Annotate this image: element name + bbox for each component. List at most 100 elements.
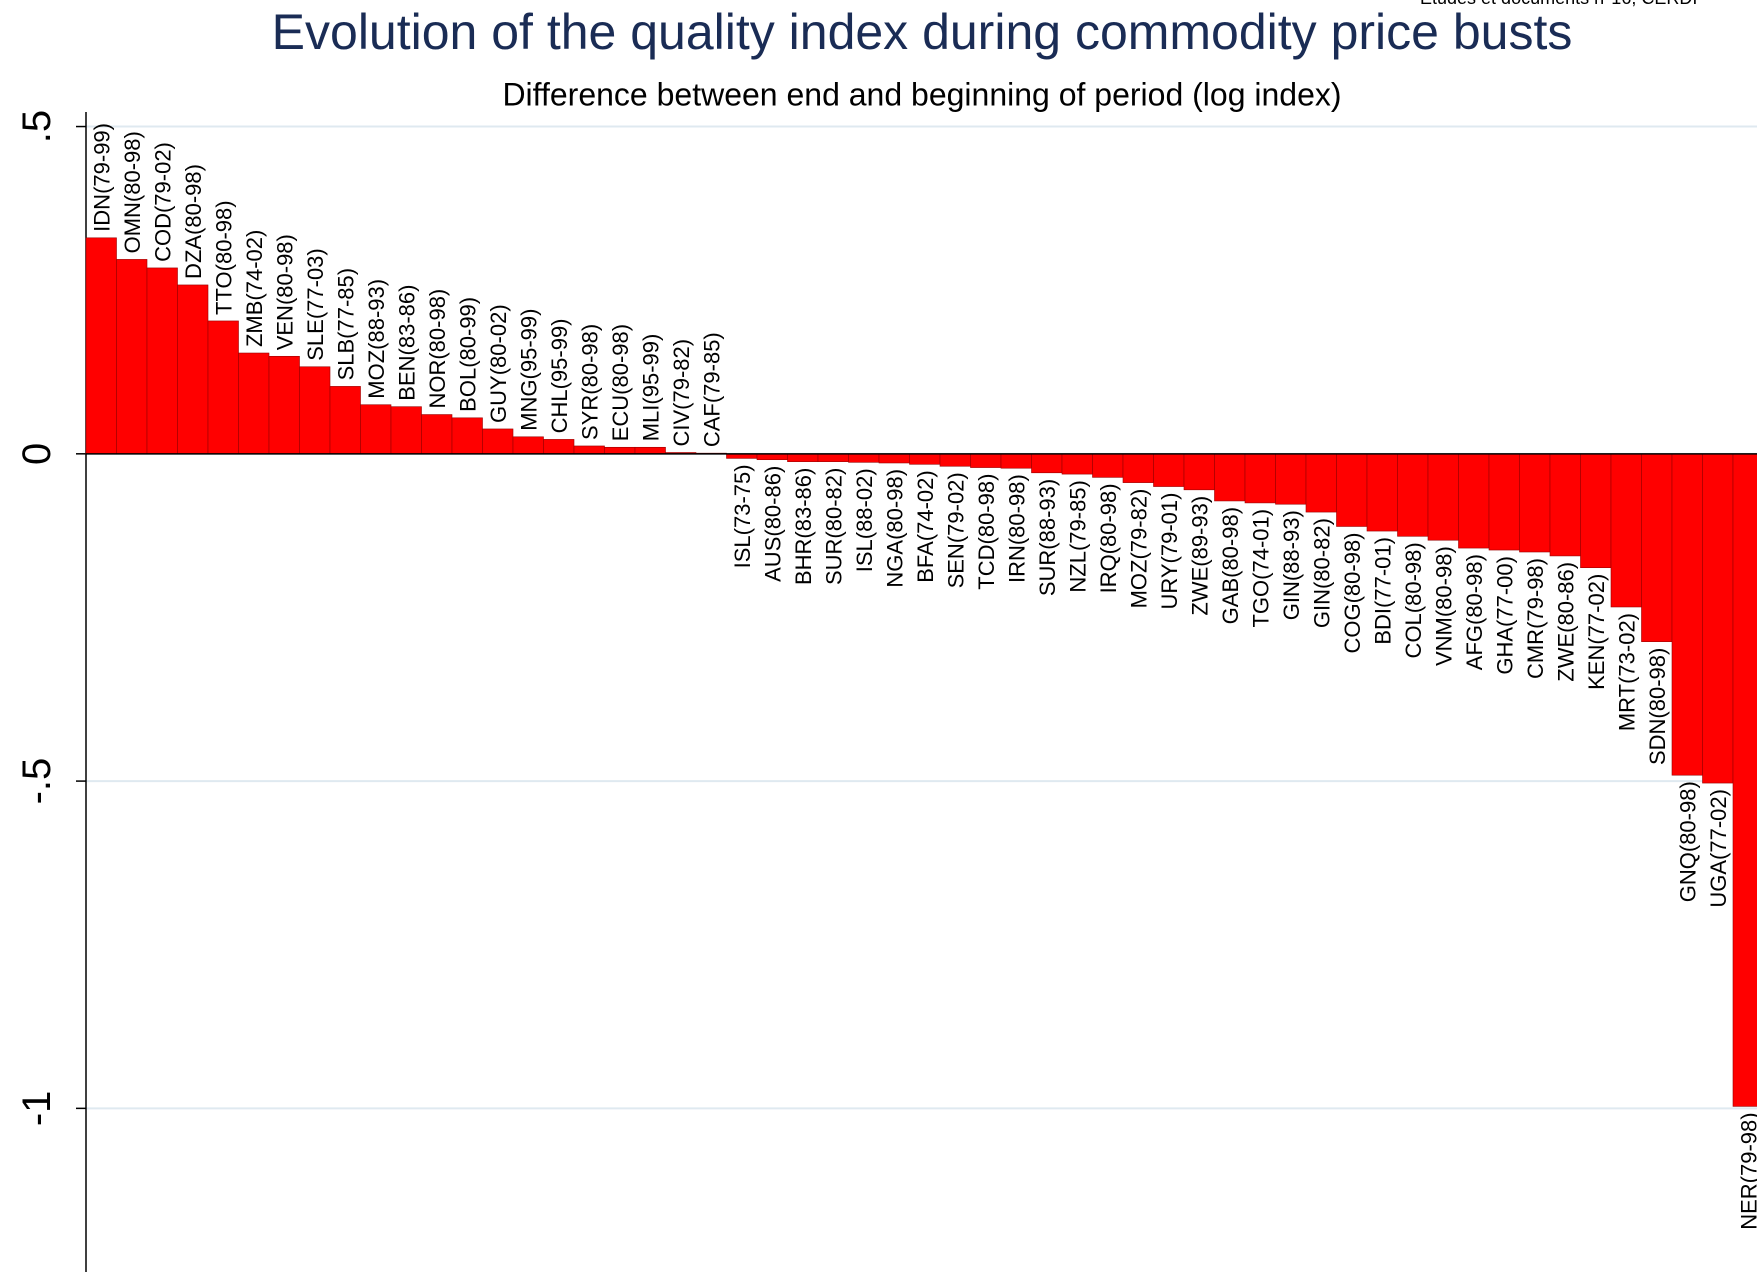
bar-label: GAB(80-98): [1218, 507, 1243, 624]
bar: [1031, 453, 1063, 474]
y-tick-label: .5: [15, 110, 59, 143]
bar: [1702, 453, 1734, 784]
bar: [451, 417, 483, 455]
bar-label: GIN(88-93): [1279, 510, 1304, 620]
bar: [1488, 453, 1520, 551]
bar: [85, 237, 117, 455]
bar-label: SEN(79-02): [943, 472, 968, 588]
bar-label: SYR(80-98): [577, 324, 602, 440]
bar: [1458, 453, 1490, 549]
bar-label: ISL(88-02): [852, 468, 877, 572]
bar: [512, 436, 544, 455]
bar: [329, 386, 361, 455]
bar: [1305, 453, 1337, 513]
bar: [1122, 453, 1154, 483]
bar: [1397, 453, 1429, 537]
bar: [970, 453, 1002, 468]
bar-label: MRT(73-02): [1614, 613, 1639, 731]
chart-title: Evolution of the quality index during co…: [272, 4, 1573, 60]
bar: [360, 404, 392, 455]
bar: [268, 355, 300, 455]
bar-label: MLI(95-99): [638, 334, 663, 442]
bar: [909, 453, 941, 465]
bar: [1732, 453, 1757, 1107]
bar-label: COL(80-98): [1401, 542, 1426, 658]
bar: [1061, 453, 1093, 475]
bar: [1214, 453, 1246, 502]
bar-label: VEN(80-98): [272, 234, 297, 350]
bar-label: CMR(79-98): [1523, 558, 1548, 679]
bar-label: CHL(95-99): [547, 318, 572, 433]
bar-label: URY(79-01): [1157, 493, 1182, 610]
bar: [1092, 453, 1124, 478]
bar-label: SLE(77-03): [303, 248, 328, 361]
bar: [1671, 453, 1703, 776]
bar-label: IRN(80-98): [1004, 474, 1029, 583]
bar-label: BHR(83-86): [791, 468, 816, 585]
bar: [848, 453, 880, 463]
bar-label: NER(79-98): [1736, 1112, 1757, 1229]
bar: [1336, 453, 1368, 527]
bar: [1580, 453, 1612, 569]
bar: [1549, 453, 1581, 557]
bar-label: SUR(80-82): [821, 468, 846, 585]
bar: [604, 446, 636, 455]
bar-label: MOZ(88-93): [364, 279, 389, 399]
bar-label: NZL(79-85): [1065, 480, 1090, 592]
bar: [238, 352, 270, 455]
bar-label: ZWE(80-86): [1553, 562, 1578, 682]
bar-label: GNQ(80-98): [1675, 781, 1700, 902]
bar-label: BOL(80-99): [455, 297, 480, 412]
chart-subtitle: Difference between end and beginning of …: [502, 76, 1341, 112]
bar-label: TCD(80-98): [974, 474, 999, 590]
bar: [787, 453, 819, 462]
bar-label: AUS(80-86): [760, 466, 785, 582]
bar: [421, 414, 453, 455]
bar-label: ECU(80-98): [608, 324, 633, 441]
bar-label: GHA(77-00): [1492, 556, 1517, 675]
bar: [1244, 453, 1276, 504]
bar: [1427, 453, 1459, 541]
bar-label: IDN(79-99): [89, 123, 114, 232]
bar-label: OMN(80-98): [120, 131, 145, 253]
bar-label: COG(80-98): [1340, 532, 1365, 653]
bar: [207, 320, 239, 455]
bar-label: KEN(77-02): [1584, 574, 1609, 690]
bar-label: GUY(80-02): [486, 304, 511, 423]
bar: [116, 259, 148, 455]
bar: [1641, 453, 1673, 642]
bar-label: BEN(83-86): [394, 285, 419, 401]
bar: [390, 406, 422, 455]
bar-label: ZWE(89-93): [1187, 496, 1212, 616]
bar-label: CIV(79-82): [669, 339, 694, 447]
bar-label: SDN(80-98): [1645, 648, 1670, 765]
bar: [634, 446, 666, 455]
bar-label: TTO(80-98): [211, 200, 236, 315]
bar-label: IRQ(80-98): [1096, 483, 1121, 593]
bar-label: SLB(77-85): [333, 268, 358, 381]
bar-label: TGO(74-01): [1248, 509, 1273, 628]
bar: [878, 453, 910, 464]
bar-label: GIN(80-82): [1309, 518, 1334, 628]
bar-label: SUR(88-93): [1035, 479, 1060, 596]
bar-label: AFG(80-98): [1462, 554, 1487, 670]
bar-label: VNM(80-98): [1431, 546, 1456, 666]
bar: [299, 366, 331, 455]
bar-label: ZMB(74-02): [242, 230, 267, 347]
bar: [939, 453, 971, 467]
bar-label: BDI(77-01): [1370, 537, 1395, 645]
bar-label: NOR(80-98): [425, 289, 450, 409]
bar: [1183, 453, 1215, 491]
bar: [482, 428, 514, 455]
bar-label: MOZ(79-82): [1126, 489, 1151, 609]
bar: [1000, 453, 1032, 469]
bar: [1519, 453, 1551, 553]
bar: [177, 284, 209, 455]
bar: [543, 439, 575, 455]
bar: [817, 453, 849, 462]
bar: [756, 453, 788, 461]
y-tick-label: 0: [15, 443, 59, 465]
bar: [1153, 453, 1185, 487]
bar: [1366, 453, 1398, 532]
